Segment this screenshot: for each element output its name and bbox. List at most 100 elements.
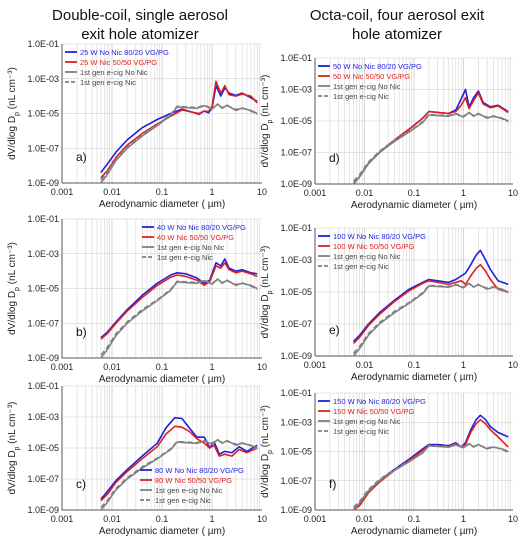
x-tick-label: 10 [508, 514, 518, 524]
x-axis-label: Aerodynamic diameter ( µm) [99, 199, 225, 210]
legend-entry: 1st gen e-cig No Nic [333, 82, 401, 91]
series-line-3 [100, 278, 258, 359]
y-tick-label: 1.0E-03 [280, 417, 312, 427]
left-heading-line-1: Double-coil, single aerosol [52, 7, 228, 24]
legend-entry: 1st gen e-cig No Nic [157, 243, 225, 252]
series-line-1 [100, 416, 258, 500]
y-tick-label: 1.0E-07 [280, 148, 312, 158]
chart-panel-d: 0.001 0.01 0.1 1 10 1.0E-09 1.0E-07 1.0E-05 1.0E… [260, 53, 518, 211]
series-line-1 [100, 84, 258, 173]
left-heading-line-2: exit hole atomizer [81, 26, 199, 43]
x-tick-label: 0.01 [103, 514, 121, 524]
x-tick-label: 1 [461, 514, 466, 524]
legend-entry: 100 W Nic 50/50 VG/PG [333, 242, 414, 251]
chart-panel-c: 0.001 0.01 0.1 1 10 1.0E-09 1.0E-07 1.0E-05 1.0E… [7, 381, 267, 537]
x-tick-label: 1 [461, 360, 466, 370]
y-axis-label: dV/dlog Dp (nL cm⁻³) [260, 405, 274, 498]
x-tick-label: 10 [508, 360, 518, 370]
x-tick-label: 0.1 [408, 188, 421, 198]
x-tick-label: 10 [257, 514, 267, 524]
x-tick-label: 0.001 [304, 188, 327, 198]
x-tick-label: 1 [209, 362, 214, 372]
x-tick-label: 0.01 [356, 360, 374, 370]
legend-entry: 1st gen e-cig Nic [333, 427, 389, 436]
legend-entry: 150 W No Nic 80/20 VG/PG [333, 397, 426, 406]
series-line-2 [352, 92, 509, 185]
series-line-2 [100, 261, 258, 340]
x-tick-label: 0.01 [356, 514, 374, 524]
y-tick-label: 1.0E-01 [280, 53, 312, 63]
y-tick-label: 1.0E-05 [27, 109, 59, 119]
x-axis-label: Aerodynamic diameter ( µm) [351, 200, 477, 211]
legend-entry: 25 W Nic 50/50 VG/PG [80, 58, 157, 67]
y-tick-label: 1.0E-01 [27, 214, 59, 224]
x-tick-label: 0.01 [356, 188, 374, 198]
y-tick-label: 1.0E-09 [280, 179, 312, 189]
left-column-heading: Double-coil, single aerosol exit hole at… [20, 6, 260, 44]
y-tick-label: 1.0E-03 [27, 249, 59, 259]
chart-panel-f: 0.001 0.01 0.1 1 10 1.0E-09 1.0E-07 1.0E-05 1.0E… [260, 388, 518, 537]
y-tick-label: 1.0E-01 [280, 223, 312, 233]
x-tick-label: 10 [508, 188, 518, 198]
x-tick-label: 1 [209, 187, 214, 197]
series-line-3 [352, 111, 509, 185]
series-line-4 [352, 112, 509, 182]
legend-entry: 1st gen e-cig Nic [157, 253, 213, 262]
series-line-4 [352, 443, 509, 508]
y-tick-label: 1.0E-09 [280, 351, 312, 361]
x-tick-label: 10 [257, 187, 267, 197]
x-tick-label: 0.001 [304, 514, 327, 524]
x-tick-label: 0.1 [156, 514, 169, 524]
panel-label: a) [76, 150, 87, 164]
legend-entry: 1st gen e-cig No Nic [80, 68, 148, 77]
y-tick-label: 1.0E-01 [27, 381, 59, 391]
series-line-3 [352, 282, 509, 357]
chart-panel-e: 0.001 0.01 0.1 1 10 1.0E-09 1.0E-07 1.0E-05 1.0E… [260, 223, 518, 383]
x-tick-label: 0.1 [156, 362, 169, 372]
y-tick-label: 1.0E-05 [280, 116, 312, 126]
y-tick-label: 1.0E-07 [280, 476, 312, 486]
x-axis-label: Aerodynamic diameter ( µm) [99, 374, 225, 385]
y-tick-label: 1.0E-01 [27, 39, 59, 49]
x-axis-label: Aerodynamic diameter ( µm) [351, 526, 477, 537]
legend-entry: 1st gen e-cig Nic [80, 78, 136, 87]
legend-entry: 1st gen e-cig No Nic [155, 486, 223, 495]
right-heading-line-1: Octa-coil, four aerosol exit [309, 7, 485, 24]
panel-label: c) [76, 477, 86, 491]
series-line-4 [100, 103, 258, 181]
y-axis-label: dV/dlog Dp (nL cm⁻³) [7, 402, 21, 495]
series-line-1 [352, 249, 509, 343]
x-tick-label: 10 [257, 362, 267, 372]
x-tick-label: 0.1 [408, 514, 421, 524]
legend-entry: 50 W Nic 50/50 VG/PG [333, 72, 410, 81]
x-tick-label: 1 [209, 514, 214, 524]
x-tick-label: 0.1 [156, 187, 169, 197]
y-tick-label: 1.0E-01 [280, 388, 312, 398]
legend-entry: 25 W No Nic 80/20 VG/PG [80, 48, 169, 57]
x-tick-label: 0.001 [51, 187, 74, 197]
y-axis-label: dV/dlog Dp (nL cm⁻³) [260, 75, 274, 168]
series-line-4 [100, 439, 258, 508]
y-axis-label: dV/dlog Dp (nL cm⁻³) [7, 67, 21, 160]
x-axis-label: Aerodynamic diameter ( µm) [351, 372, 477, 383]
x-tick-label: 1 [461, 188, 466, 198]
y-tick-label: 1.0E-07 [280, 319, 312, 329]
y-tick-label: 1.0E-09 [27, 178, 59, 188]
series-line-4 [100, 278, 258, 356]
legend-entry: 40 W No Nic 80/20 VG/PG [157, 223, 246, 232]
panel-label: d) [329, 151, 340, 165]
series-line-3 [100, 103, 258, 184]
legend-entry: 80 W Nic 50/50 VG/PG [155, 476, 232, 485]
legend-entry: 1st gen e-cig Nic [333, 92, 389, 101]
legend-entry: 80 W No Nic 80/20 VG/PG [155, 466, 244, 475]
x-tick-label: 0.01 [103, 187, 121, 197]
y-tick-label: 1.0E-09 [27, 353, 59, 363]
x-tick-label: 0.001 [304, 360, 327, 370]
y-tick-label: 1.0E-03 [280, 85, 312, 95]
y-tick-label: 1.0E-07 [27, 143, 59, 153]
